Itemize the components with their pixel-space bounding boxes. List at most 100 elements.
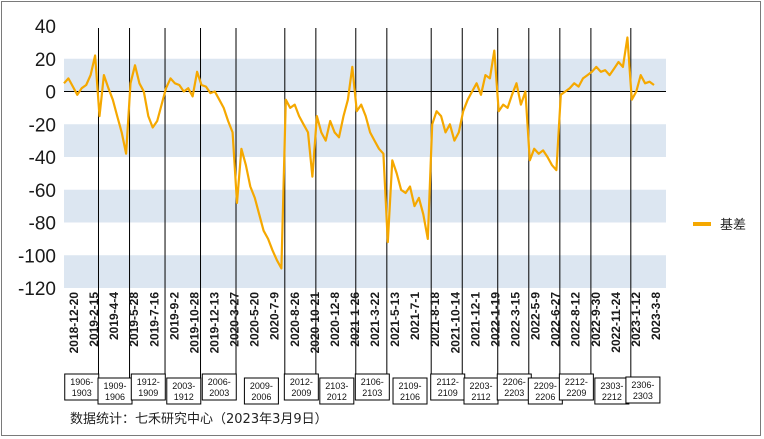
contract-box-text: 2012- xyxy=(290,377,313,387)
contract-box-text: 2109 xyxy=(438,388,458,398)
contract-box-text: 2203- xyxy=(469,381,492,391)
y-axis-ticks: 40 20 0 -20 -40 -60 -80 -100 -120 xyxy=(18,17,666,300)
contract-box: 2209-2206 xyxy=(527,377,563,405)
contract-box-text: 2109- xyxy=(398,381,421,391)
y-tick-label: -100 xyxy=(18,246,56,267)
contract-box-text: 2106 xyxy=(400,392,420,402)
contract-box-frame xyxy=(430,373,466,401)
band-1 xyxy=(64,124,666,157)
contract-box-frame xyxy=(558,373,594,401)
x-tick-label: 2019-10-28 xyxy=(187,292,201,354)
x-tick-label: 2020-10-21 xyxy=(308,292,322,354)
y-tick-label: 20 xyxy=(35,50,56,71)
series-layer xyxy=(63,36,655,270)
contract-box: 2203-2112 xyxy=(463,377,499,405)
contract-box-text: 2203 xyxy=(504,388,524,398)
contract-box: 2106-2103 xyxy=(354,373,390,401)
source-note: 数据统计：七禾研究中心（2023年3月9日） xyxy=(70,412,328,427)
contract-box: 2212-2209 xyxy=(558,373,594,401)
contract-box: 2003-1912 xyxy=(166,377,202,405)
contract-box: 1912-1909 xyxy=(130,373,166,401)
x-axis-tick-labels: 2018-12-20 2019-2-15 2019-4-4 2019-5-28 2019… xyxy=(67,292,663,354)
x-tick-label: 2022-6-27 xyxy=(549,292,563,347)
contract-box-text: 2006 xyxy=(251,392,271,402)
contract-box: 2009-2006 xyxy=(243,377,279,405)
y-tick-label: 40 xyxy=(35,17,56,38)
x-tick-label: 2021-3-22 xyxy=(368,292,382,347)
contract-box-text: 2306- xyxy=(631,380,654,390)
y-tick-label: -80 xyxy=(29,214,56,235)
legend: 基差 xyxy=(693,218,746,233)
contract-box-text: 2212- xyxy=(565,377,588,387)
contract-box-text: 2006- xyxy=(208,377,231,387)
contract-box-text: 2003- xyxy=(172,381,195,391)
series-line-basis xyxy=(63,36,655,270)
contract-box-frame xyxy=(594,377,630,405)
contract-box-frame xyxy=(392,377,428,405)
x-tick-label: 2021-1-26 xyxy=(348,292,362,347)
contract-box-text: 2112- xyxy=(437,377,459,387)
x-tick-label: 2019-4-4 xyxy=(107,292,121,340)
y-tick-label: -60 xyxy=(29,181,56,202)
contract-box-frame xyxy=(243,377,279,405)
contract-box-text: 2212 xyxy=(602,392,622,402)
x-tick-label: 2020-8-26 xyxy=(288,292,302,347)
contract-box-text: 2209 xyxy=(566,388,586,398)
x-tick-label: 2021-5-13 xyxy=(388,292,402,347)
contract-box-text: 2009 xyxy=(291,388,311,398)
contract-box-frame xyxy=(527,377,563,405)
contract-box: 1906-1903 xyxy=(64,373,100,401)
x-tick-label: 2022-1-19 xyxy=(488,292,502,347)
x-tick-label: 2021-7-1 xyxy=(408,292,422,340)
x-tick-label: 2019-5-28 xyxy=(127,292,141,347)
contract-box-text: 1912- xyxy=(137,377,160,387)
y-tick-label: 0 xyxy=(45,83,56,104)
band-3 xyxy=(64,255,666,288)
contract-box-text: 1906- xyxy=(70,377,93,387)
x-tick-label: 2022-3-15 xyxy=(509,292,523,347)
x-tick-label: 2021-8-18 xyxy=(428,292,442,347)
contract-box: 2006-2003 xyxy=(201,373,237,401)
contract-box-frame xyxy=(319,377,355,405)
contract-box-frame xyxy=(283,373,319,401)
contract-box-text: 2009- xyxy=(250,381,273,391)
x-tick-label: 2021-10-14 xyxy=(448,292,462,354)
contract-box-text: 1912 xyxy=(174,392,194,402)
contract-box-text: 2303- xyxy=(600,381,623,391)
x-tick-label: 2023-1-12 xyxy=(629,292,643,347)
x-tick-label: 2019-2-15 xyxy=(87,292,101,347)
x-tick-label: 2023-3-8 xyxy=(649,292,663,340)
contract-box: 2109-2106 xyxy=(392,377,428,405)
x-tick-label: 2019-7-16 xyxy=(147,292,161,347)
contract-boxes: 1906-19031909-19061912-19092003-19122006… xyxy=(64,373,661,405)
x-tick-label: 2022-8-12 xyxy=(569,292,583,347)
contract-box: 1909-1906 xyxy=(97,377,133,405)
x-tick-label: 2019-9-2 xyxy=(167,292,181,340)
contract-box-text: 1909- xyxy=(103,381,126,391)
band-0 xyxy=(64,58,666,92)
legend-label-basis: 基差 xyxy=(720,218,746,233)
contract-box-frame xyxy=(354,373,390,401)
x-tick-label: 2020-3-27 xyxy=(228,292,242,347)
contract-box-text: 2012 xyxy=(327,392,347,402)
contract-box: 2206-2203 xyxy=(496,373,532,401)
y-tick-label: -120 xyxy=(18,279,56,300)
contract-box-frame xyxy=(166,377,202,405)
y-tick-label: -40 xyxy=(29,148,56,169)
band-2 xyxy=(64,189,666,223)
background-bands xyxy=(64,58,666,288)
x-tick-label: 2020-5-20 xyxy=(248,292,262,347)
contract-box-text: 2003 xyxy=(209,388,229,398)
contract-box-frame xyxy=(201,373,237,401)
contract-box-frame xyxy=(496,373,532,401)
contract-box: 2112-2109 xyxy=(430,373,466,401)
contract-box: 2103-2012 xyxy=(319,377,355,405)
contract-box-text: 1903 xyxy=(72,388,92,398)
contract-box: 2012-2009 xyxy=(283,373,319,401)
x-tick-label: 2022-5-9 xyxy=(529,292,543,340)
contract-box-text: 2106- xyxy=(361,377,384,387)
x-tick-label: 2022-11-24 xyxy=(609,292,623,353)
contract-box-text: 2112 xyxy=(471,392,490,402)
